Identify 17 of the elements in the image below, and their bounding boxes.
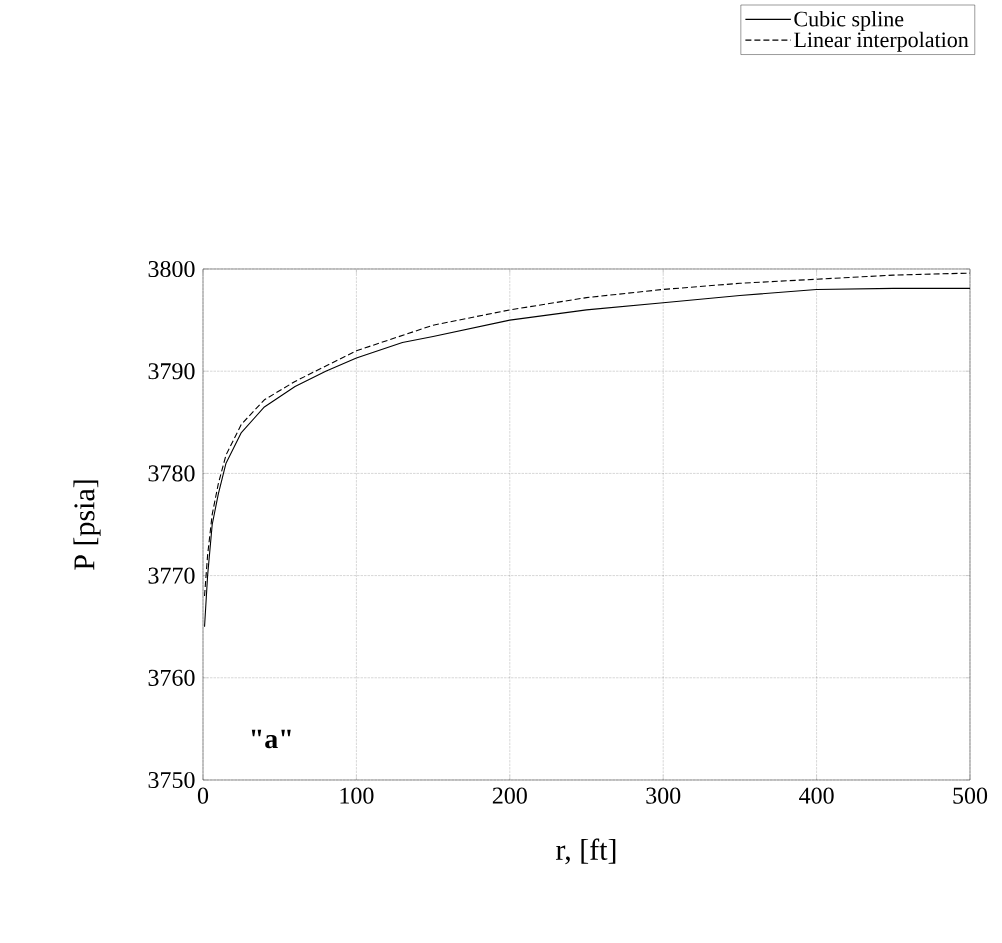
legend-label: Cubic spline xyxy=(794,11,904,31)
x-tick-label: 300 xyxy=(646,787,681,804)
x-tick-label: 200 xyxy=(492,787,527,804)
annotation: "a" xyxy=(251,729,291,749)
x-axis-title: r, [ft] xyxy=(556,838,616,865)
y-tick-label: 3750 xyxy=(148,771,195,789)
x-tick-label: 400 xyxy=(799,787,834,804)
x-tick-label: 500 xyxy=(953,787,988,804)
legend-label: Linear interpolation xyxy=(794,31,969,52)
x-tick-label: 0 xyxy=(197,787,209,804)
y-axis-title: P [psia] xyxy=(73,480,101,570)
x-tick-label: 100 xyxy=(340,787,374,804)
y-tick-label: 3760 xyxy=(148,669,195,686)
y-tick-label: 3780 xyxy=(148,465,195,482)
y-tick-label: 3790 xyxy=(148,363,195,380)
y-tick-label: 3800 xyxy=(148,260,195,278)
y-tick-label: 3770 xyxy=(148,567,195,584)
